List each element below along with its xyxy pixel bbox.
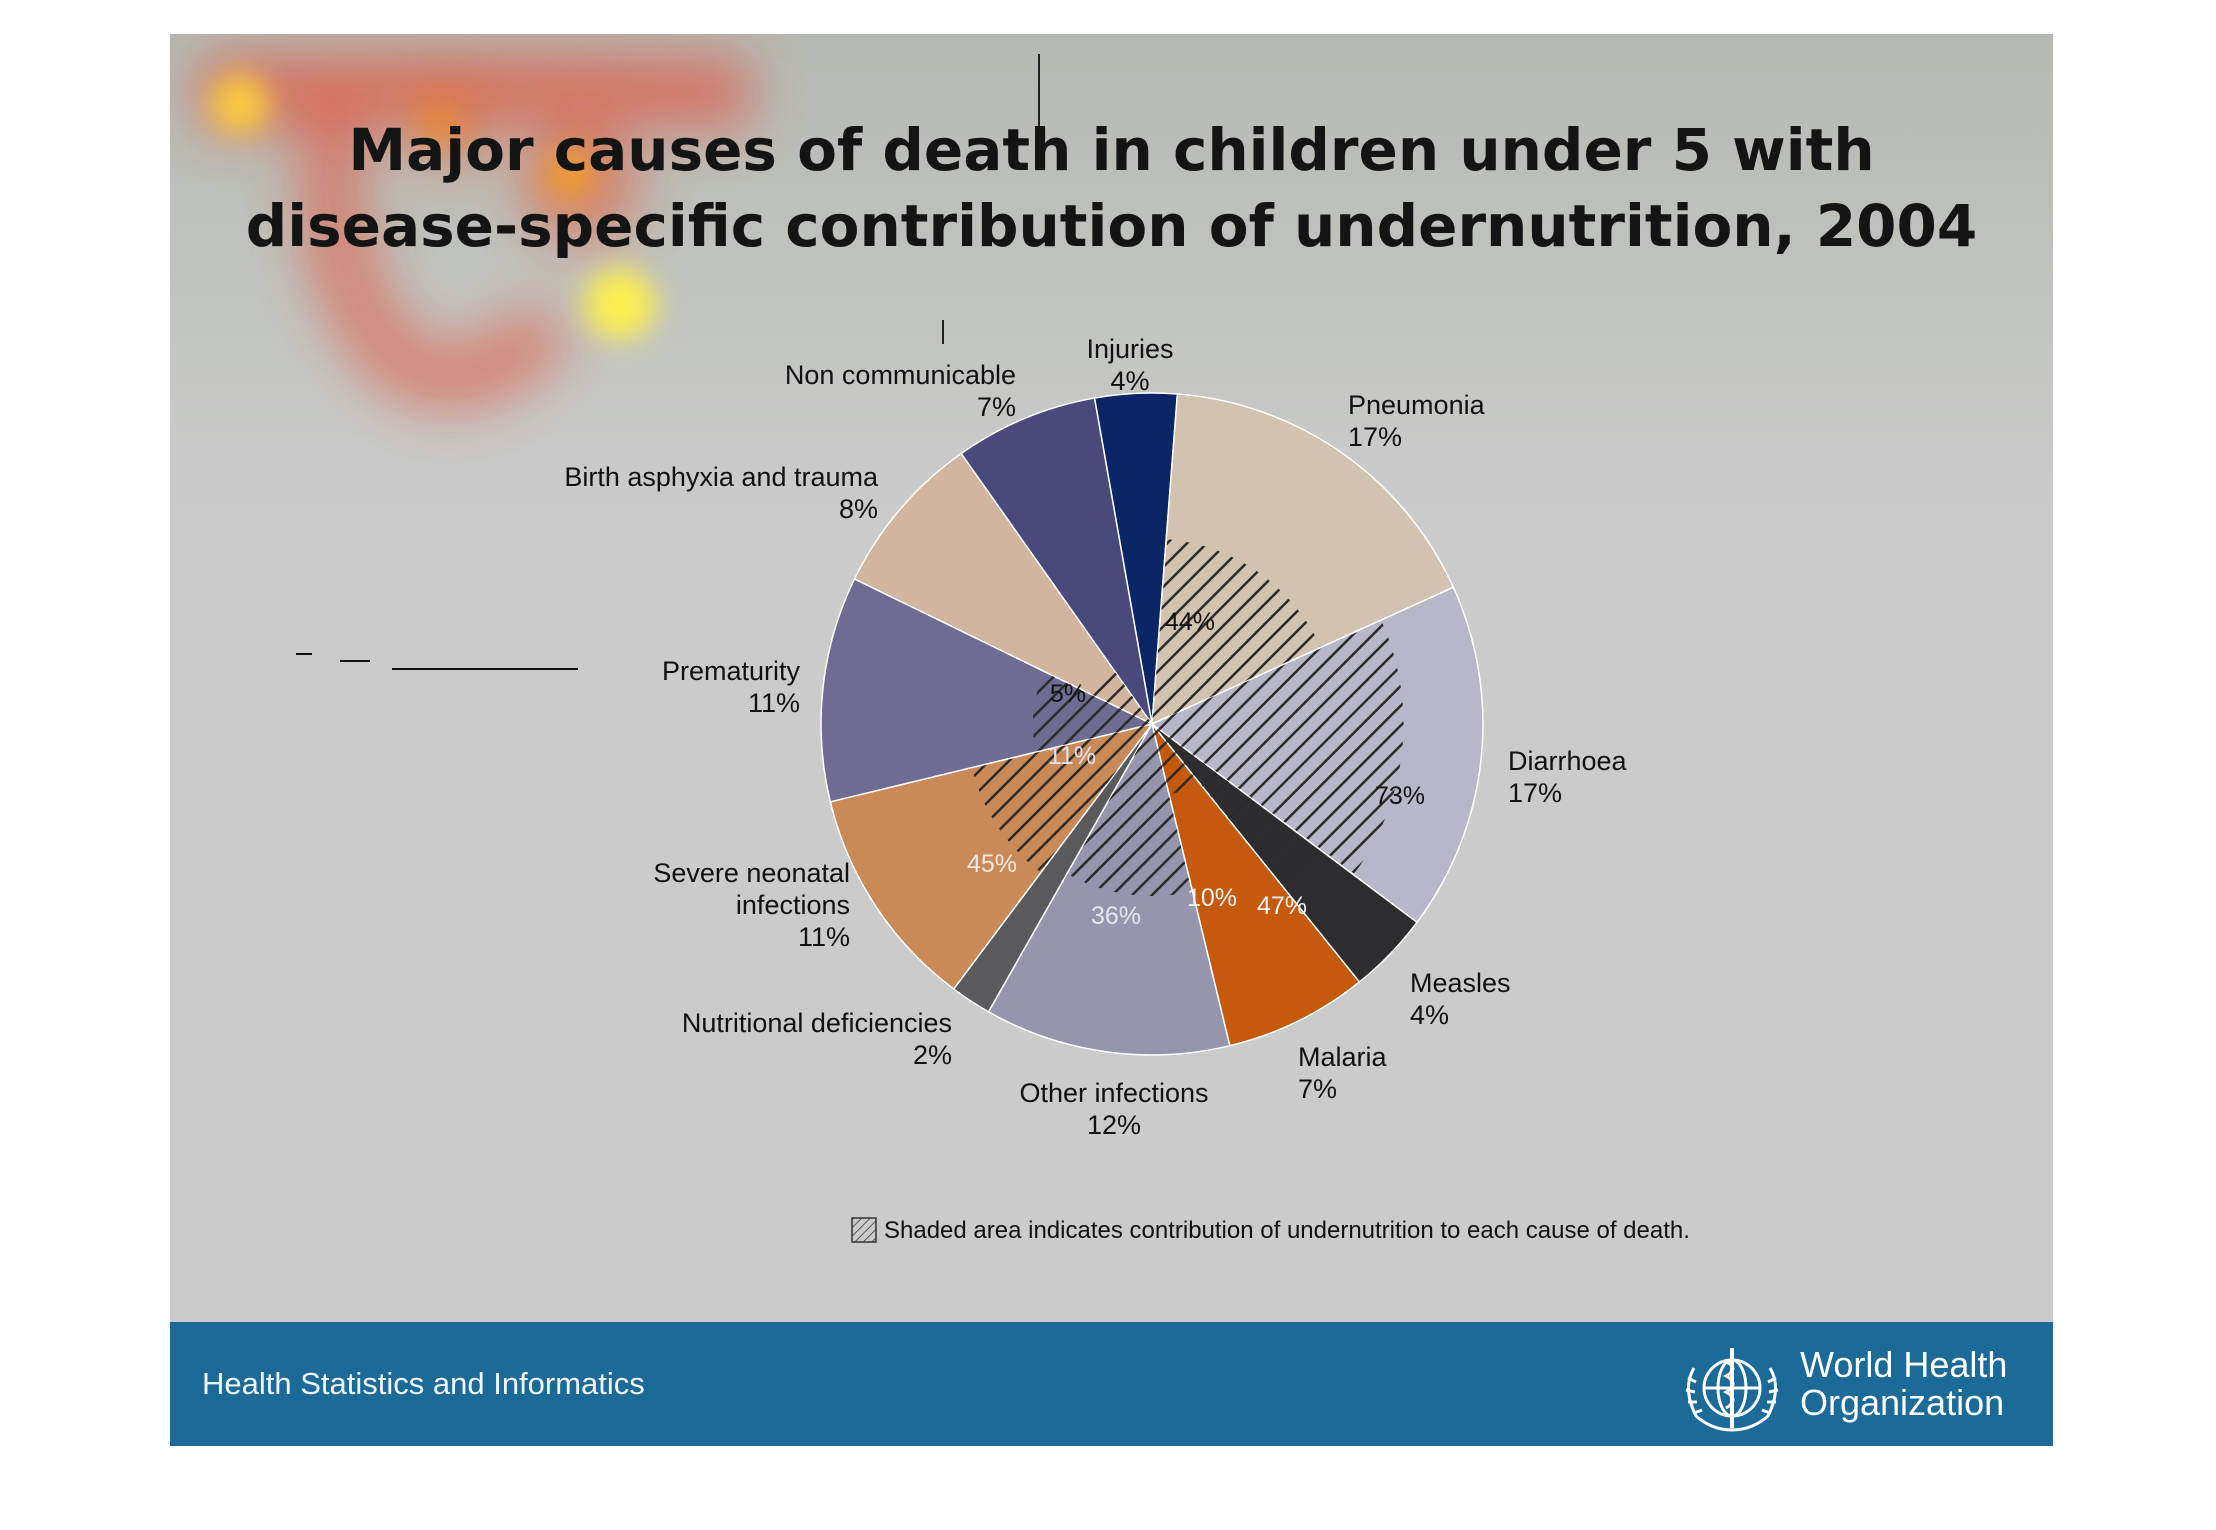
slice-label-line: Injuries: [1086, 334, 1173, 364]
slice-label-line: 4%: [1410, 1000, 1449, 1030]
undernutrition-label-diarrhoea: 73%: [1375, 782, 1425, 810]
undernutrition-shading-diarrhoea: [1152, 621, 1404, 874]
who-emblem-icon: [1685, 1348, 1779, 1432]
slide-title: Major causes of death in children under …: [170, 112, 2053, 264]
slice-label-line: Non communicable: [785, 360, 1016, 390]
slide: Major causes of death in children under …: [170, 34, 2053, 1446]
divider-line: [1038, 54, 1040, 128]
undernutrition-shading-birth-asphyxia-and-trauma: [1092, 670, 1152, 724]
undernutrition-shading-other-infections: [1067, 724, 1192, 897]
divider-line: [942, 320, 944, 344]
footer-text: Health Statistics and Informatics: [202, 1366, 645, 1401]
slice-label-line: Measles: [1410, 968, 1511, 998]
organization-name: World Health Organization: [1800, 1346, 2007, 1422]
undernutrition-shading-prematurity: [1032, 672, 1152, 752]
slice-label-line: Other infections: [1019, 1078, 1208, 1108]
undernutrition-label-pneumonia: 44%: [1165, 608, 1215, 636]
slice-label-line: 17%: [1508, 778, 1562, 808]
title-line-1: Major causes of death in children under …: [348, 116, 1875, 184]
slice-label-line: 2%: [913, 1040, 952, 1070]
undernutrition-shading-pneumonia: [1152, 539, 1321, 724]
legend: Shaded area indicates contribution of un…: [851, 1217, 1690, 1244]
pie-slice-prematurity: [820, 577, 1155, 803]
undernutrition-label-malaria: 10%: [1187, 884, 1237, 912]
slice-label-line: Severe neonatal: [653, 858, 850, 888]
dash-mark: [392, 668, 578, 670]
slice-label-line: Malaria: [1298, 1042, 1388, 1072]
undernutrition-label-measles: 47%: [1257, 892, 1307, 920]
undernutrition-shading-measles: [1152, 724, 1316, 884]
slice-label-line: Diarrhoea: [1508, 746, 1628, 776]
undernutrition-shading-severe-neonatal-infections: [972, 724, 1152, 872]
dash-mark: [296, 653, 312, 655]
legend-swatch-icon: [851, 1217, 877, 1243]
undernutrition-label-prematurity: 11%: [1048, 742, 1096, 770]
slice-label-line: 17%: [1348, 422, 1402, 452]
pie-chart: 44%73%47%10%36%45%11%5% Injuries4%Pneumo…: [564, 334, 1690, 1244]
undernutrition-shading-malaria: [1152, 724, 1198, 795]
title-line-2: disease-specific contribution of undernu…: [245, 192, 1978, 260]
slice-label-line: Birth asphyxia and trauma: [564, 462, 879, 492]
slice-label-line: 7%: [1298, 1074, 1337, 1104]
pie-slice-birth-asphyxia-and-trauma: [853, 452, 1153, 725]
slice-label-line: 11%: [748, 688, 800, 718]
undernutrition-label-severe-neonatal-infections: 45%: [967, 850, 1017, 878]
slice-label-line: Pneumonia: [1348, 390, 1486, 420]
slice-label-line: 4%: [1110, 366, 1149, 396]
slice-label-line: 12%: [1087, 1110, 1141, 1140]
dash-mark: [340, 660, 370, 662]
slice-label-line: 11%: [798, 922, 850, 952]
legend-note: Shaded area indicates contribution of un…: [884, 1217, 1690, 1244]
slice-label-line: Nutritional deficiencies: [682, 1008, 952, 1038]
undernutrition-label-other-infections: 36%: [1091, 902, 1141, 930]
pie-slice-malaria: [1151, 723, 1361, 1047]
slice-label-line: 8%: [839, 494, 878, 524]
organization-name-line-2: Organization: [1800, 1382, 2005, 1423]
slice-label-line: Prematurity: [662, 656, 801, 686]
organization-name-line-1: World Health: [1800, 1344, 2008, 1385]
footer-bar: Health Statistics and Informatics World …: [170, 1322, 2053, 1446]
pie-slice-non-communicable: [960, 397, 1153, 725]
undernutrition-label-birth-asphyxia-and-trauma: 5%: [1050, 680, 1086, 708]
slice-label-line: infections: [736, 890, 850, 920]
slice-label-line: 7%: [977, 392, 1016, 422]
